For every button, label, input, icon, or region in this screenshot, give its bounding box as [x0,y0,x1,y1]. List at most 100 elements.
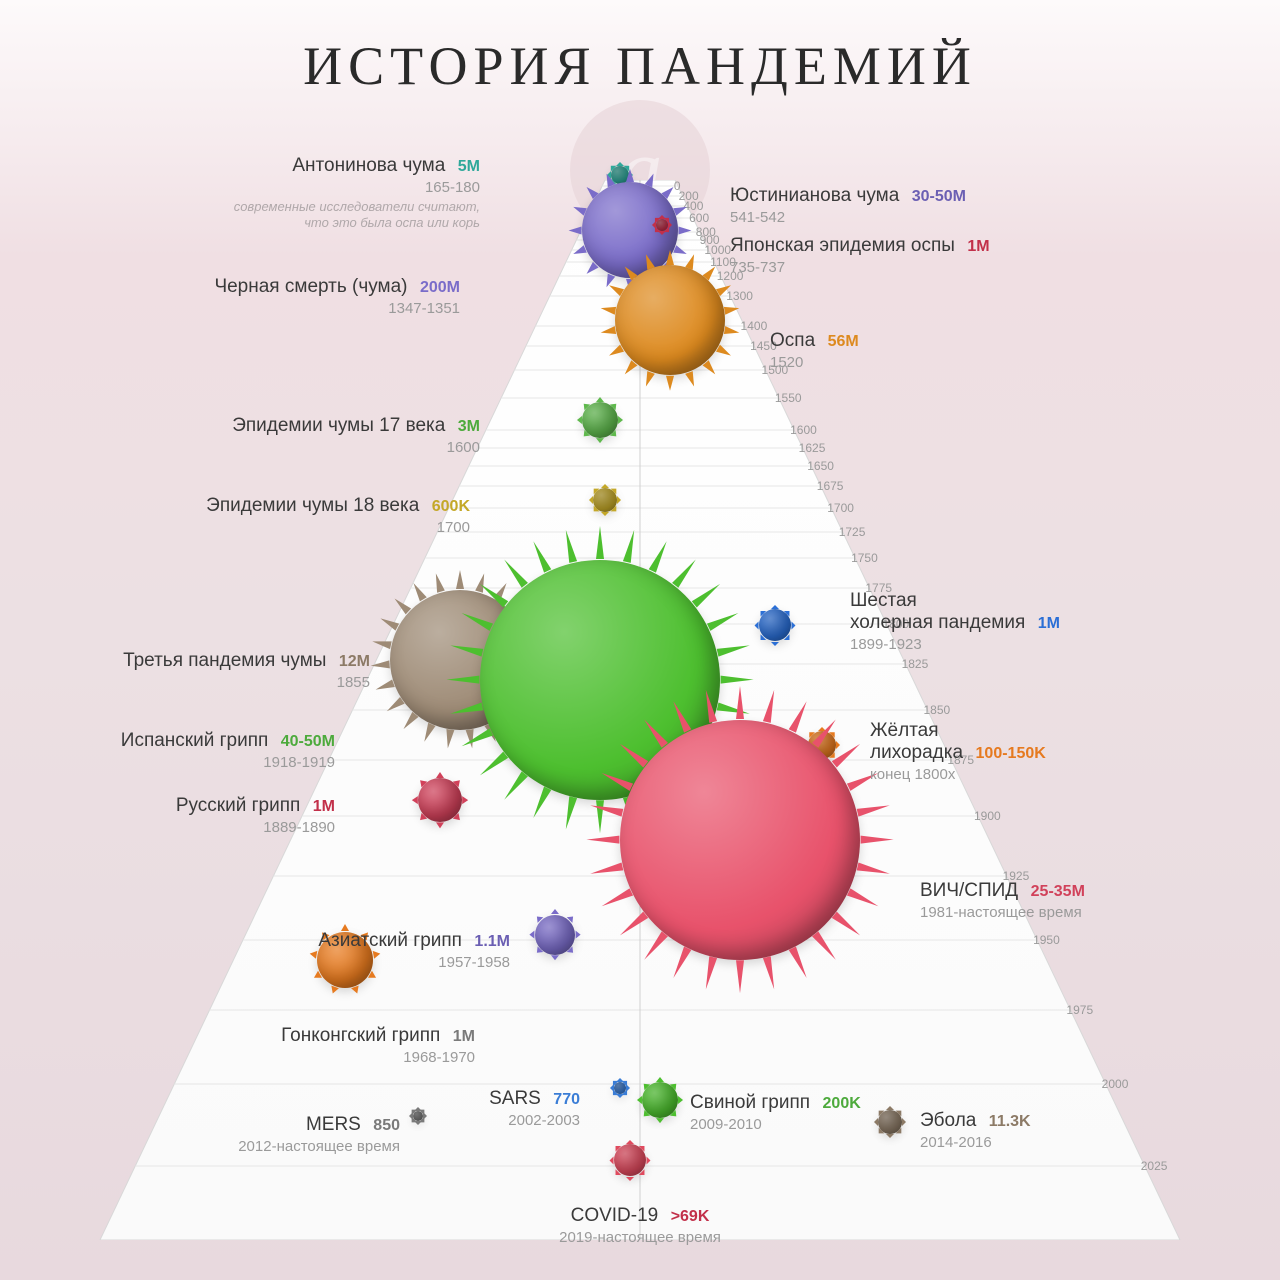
pandemic-entry-smallpox: Оспа 56M 1520 [770,330,859,371]
pandemic-entry-asian-flu: Азиатский грипп 1.1M1957-1958 [318,930,510,971]
entry-deaths: 100-150K [976,745,1046,762]
entry-years: 165-180 [234,179,480,196]
entry-name: Шестая [850,590,917,611]
entry-deaths: 5M [458,158,480,175]
pandemic-entry-spanish-flu: Испанский грипп 40-50M 1918-1919 [121,730,335,771]
entry-deaths: 11.3K [989,1113,1031,1130]
pandemic-entry-cholera-6: Шестаяхолерная пандемия 1M 1899-1923 [850,590,1060,653]
entry-name: Антонинова чума [292,155,445,176]
entry-years: 2014-2016 [920,1134,1031,1151]
pandemic-entry-japanese-smallpox: Японская эпидемия оспы 1M735-737 [730,235,990,276]
entry-note: современные исследователи считают,что эт… [234,199,480,230]
timeline-tick: 1400 [741,319,768,333]
pandemic-entry-mers: MERS 850 2012-настоящее время [238,1114,400,1155]
entry-name: Жёлтая [870,720,939,741]
entry-years: 1855 [123,674,370,691]
entry-years: 2002-2003 [489,1112,580,1129]
timeline-tick: 2000 [1102,1077,1129,1091]
timeline-tick: 1950 [1033,933,1060,947]
entry-years: 1968-1970 [281,1049,475,1066]
entry-name: SARS [489,1088,541,1109]
pandemic-entry-swine-flu: Свиной грипп 200K 2009-2010 [690,1092,861,1133]
pandemic-entry-yellow-fever: Жёлтаялихорадка 100-150Kконец 1800х [870,720,1046,783]
entry-years: 1981-настоящее время [920,904,1085,921]
entry-deaths: 1M [453,1028,475,1045]
pandemic-entry-plague-17: Эпидемии чумы 17 века 3M 1600 [232,415,480,456]
timeline-tick: 1825 [902,657,929,671]
virus-graphic [593,488,617,512]
timeline-tick: 1600 [790,423,817,437]
entry-deaths: 40-50M [281,733,335,750]
entry-years: 1957-1958 [318,954,510,971]
entry-years: 1600 [232,439,480,456]
timeline-tick: 1900 [974,809,1001,823]
entry-name: COVID-19 [571,1205,659,1226]
entry-name: Третья пандемия чумы [123,650,326,671]
virus-graphic [535,915,575,955]
entry-name: холерная пандемия [850,612,1025,633]
pandemic-entry-hk-flu: Гонконгский грипп 1M 1968-1970 [281,1025,475,1066]
virus-graphic [413,1111,423,1121]
entry-name: Русский грипп [176,795,300,816]
timeline-tick: 1700 [827,501,854,515]
entry-deaths: 1.1M [474,933,510,950]
entry-deaths: 850 [373,1117,400,1134]
entry-name: Эбола [920,1110,976,1131]
pandemic-entry-sars: SARS 770 2002-2003 [489,1088,580,1129]
entry-years: 1889-1890 [176,819,335,836]
pandemic-entry-hiv: ВИЧ/СПИД 25-35M1981-настоящее время [920,880,1085,921]
entry-deaths: 12M [339,653,370,670]
entry-years: 1918-1919 [121,754,335,771]
virus-graphic [418,778,462,822]
entry-years: 1347-1351 [214,300,460,317]
entry-deaths: 770 [553,1091,580,1108]
virus-graphic [614,1082,626,1094]
entry-name: Оспа [770,330,815,351]
pandemic-entry-covid: COVID-19 >69K2019-настоящее время [559,1205,721,1246]
entry-name: Эпидемии чумы 17 века [232,415,445,436]
pandemic-entry-justinian: Юстинианова чума 30-50M541-542 [730,185,966,226]
entry-name: Гонконгский грипп [281,1025,440,1046]
entry-deaths: 600K [432,498,470,515]
entry-name: Черная смерть (чума) [214,276,407,297]
entry-name: лихорадка [870,742,963,763]
entry-deaths: 3M [458,418,480,435]
timeline-tick: 1975 [1066,1003,1093,1017]
virus-graphic [656,219,668,231]
virus-graphic [620,720,860,960]
timeline-tick: 1625 [799,441,826,455]
entry-deaths: 200M [420,279,460,296]
timeline-tick: 1550 [775,391,802,405]
entry-years: 2009-2010 [690,1116,861,1133]
entry-years: 1520 [770,354,859,371]
virus-graphic [615,265,725,375]
virus-graphic [878,1110,902,1134]
timeline-tick: 2025 [1141,1159,1168,1173]
pandemic-entry-antonine: Антонинова чума 5M 165-180 современные исс… [234,155,480,230]
page-title: ИСТОРИЯ ПАНДЕМИЙ [0,35,1280,97]
entry-years: 735-737 [730,259,990,276]
virus-graphic [582,402,618,438]
entry-deaths: 1M [967,238,989,255]
entry-deaths: 200K [823,1095,861,1112]
entry-name: Юстинианова чума [730,185,899,206]
entry-name: Свиной грипп [690,1092,810,1113]
virus-graphic [614,1144,646,1176]
pandemic-entry-ebola: Эбола 11.3K 2014-2016 [920,1110,1031,1151]
entry-deaths: 56M [828,333,859,350]
entry-name: Эпидемии чумы 18 века [206,495,419,516]
entry-name: MERS [306,1114,361,1135]
pandemic-entry-third-plague: Третья пандемия чумы 12M 1855 [123,650,370,691]
entry-name: Испанский грипп [121,730,269,751]
entry-years: 1899-1923 [850,636,1060,653]
timeline-tick: 1850 [924,703,951,717]
entry-years: 2019-настоящее время [559,1229,721,1246]
pandemic-entry-russian-flu: Русский грипп 1M1889-1890 [176,795,335,836]
entry-deaths: 30-50M [912,188,966,205]
pandemic-entry-black-death: Черная смерть (чума) 200M 1347-1351 [214,276,460,317]
entry-years: 2012-настоящее время [238,1138,400,1155]
timeline-tick: 1725 [839,525,866,539]
entry-years: 1700 [206,519,470,536]
entry-deaths: 1M [1038,615,1060,632]
virus-graphic [759,609,791,641]
